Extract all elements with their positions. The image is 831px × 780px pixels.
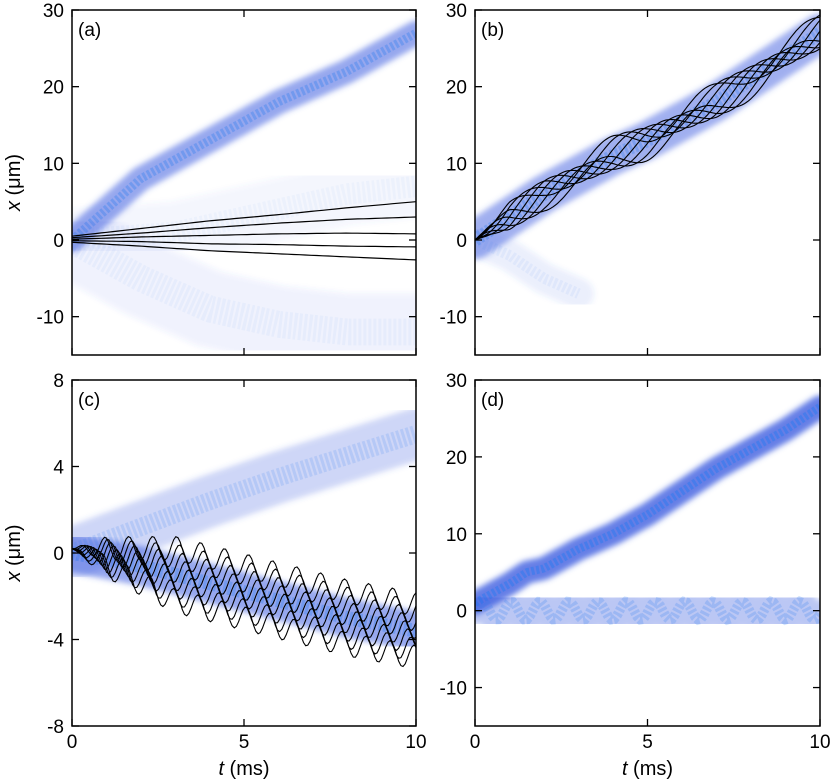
density-band [72, 408, 416, 579]
x-tick-label: 0 [67, 732, 78, 753]
y-tick-label: -8 [47, 717, 64, 738]
x-tick-label: 10 [809, 732, 830, 753]
y-tick-label: 20 [446, 448, 467, 469]
x-axis-label: t (ms) [218, 758, 269, 780]
trajectory-layer [475, 14, 820, 241]
y-tick-label: 30 [43, 1, 64, 22]
density-band-core [72, 228, 416, 346]
density-band [72, 155, 416, 271]
density-layer [475, 13, 820, 310]
y-tick-label: -10 [440, 308, 467, 329]
trajectory-line [475, 16, 820, 241]
x-tick-label: 5 [642, 732, 653, 753]
trajectory-line [72, 541, 416, 632]
y-tick-label: 10 [43, 154, 64, 175]
panel-c: 840-4-80 5 10(c)x (μm)t (ms) [3, 371, 427, 780]
x-tick-label: 10 [405, 732, 426, 753]
density-band [475, 224, 594, 310]
density-band-core [475, 595, 820, 626]
y-tick-label: 10 [446, 525, 467, 546]
trajectory-line [475, 30, 820, 241]
trajectory-line [475, 45, 820, 241]
x-tick-label: 5 [239, 732, 250, 753]
y-tick-label: -10 [37, 308, 64, 329]
trajectory-line [72, 232, 416, 240]
density-band-core [72, 29, 416, 244]
y-axis-label: x (μm) [3, 154, 25, 212]
trajectory-layer [72, 201, 416, 261]
density-layer [72, 20, 416, 355]
trajectory-layer [72, 535, 416, 668]
trajectory-line [72, 548, 416, 668]
trajectory-line [475, 42, 820, 241]
panel-d: 30 20 10 0 -10 0 5 10 (d) t (ms) [440, 371, 831, 780]
y-tick-label: 30 [446, 1, 467, 22]
trajectory-line [72, 240, 416, 248]
y-tick-label: 4 [53, 458, 64, 479]
panel-label: (c) [78, 390, 100, 411]
trajectory-line [475, 39, 820, 241]
trajectory-line [72, 201, 416, 237]
density-band [475, 395, 820, 615]
y-tick-label: 0 [456, 602, 467, 623]
y-tick-label: 30 [446, 371, 467, 392]
y-tick-label: 20 [446, 78, 467, 99]
density-band-core [72, 425, 416, 562]
y-tick-label: 0 [53, 544, 64, 565]
y-tick-label: 0 [456, 231, 467, 252]
density-layer [475, 395, 820, 636]
y-tick-label: 10 [446, 154, 467, 175]
trajectory-line [475, 19, 820, 241]
density-band [475, 13, 820, 260]
y-tick-label: -10 [440, 679, 467, 700]
panel-a: 30 20 10 0 -10 (a) x (μm) [3, 1, 417, 356]
x-tick-label: 0 [470, 732, 481, 753]
panel-label: (d) [481, 390, 504, 411]
y-tick-label: 0 [53, 231, 64, 252]
y-tick-label: 8 [53, 371, 64, 392]
trajectory-line [475, 14, 820, 241]
trajectory-line [72, 241, 416, 261]
density-band-core [475, 27, 820, 246]
density-band [475, 585, 820, 636]
y-axis-label: x (μm) [3, 524, 25, 582]
density-layer [72, 408, 416, 651]
density-band [72, 20, 416, 253]
panel-label: (b) [481, 20, 504, 41]
panel-b: 30 20 10 0 -10 (b) [440, 1, 821, 356]
y-tick-label: -4 [47, 631, 64, 652]
density-band [72, 201, 416, 355]
density-band-core [475, 403, 820, 607]
trajectory-line [475, 48, 820, 241]
trajectory-line [72, 535, 416, 615]
trajectory-line [72, 539, 416, 623]
x-axis-label: t (ms) [622, 758, 673, 780]
panel-label: (a) [78, 20, 101, 41]
trajectory-line [72, 216, 416, 239]
y-tick-label: 20 [43, 78, 64, 99]
